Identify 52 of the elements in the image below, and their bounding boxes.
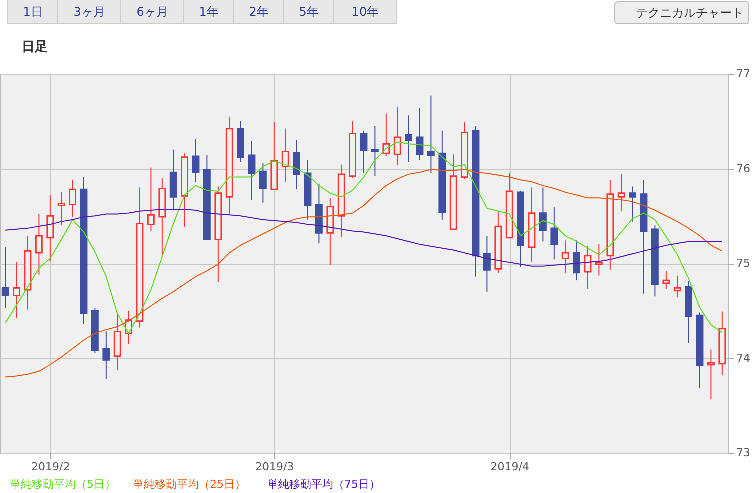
- candlestick: [584, 246, 592, 290]
- text: 10年: [352, 5, 380, 19]
- candlestick: [192, 138, 200, 183]
- y-tick-label: 75: [736, 257, 750, 270]
- candlestick: [674, 275, 682, 298]
- text: 単純移動平均（5日）: [10, 478, 116, 491]
- candlestick: [405, 115, 412, 163]
- text: 5年: [299, 5, 319, 19]
- x-tick-label: 2019/4: [490, 460, 530, 474]
- candlestick: [382, 113, 390, 157]
- candlestick: [102, 331, 110, 380]
- text: テクニカルチャート: [636, 6, 744, 20]
- text: 1日: [23, 5, 43, 19]
- text: 1年: [199, 5, 219, 19]
- y-tick-label: 76: [736, 162, 750, 176]
- candlestick: [550, 207, 558, 260]
- candlestick: [2, 246, 10, 309]
- line-series: [5, 169, 723, 378]
- candlestick: [360, 130, 368, 174]
- candlestick: [372, 126, 379, 177]
- candlestick: [58, 192, 66, 226]
- candlestick: [596, 244, 603, 276]
- text: 単純移動平均（25日）: [133, 478, 246, 491]
- candlestick: [13, 262, 20, 319]
- candlestick: [629, 186, 636, 222]
- y-tick-label: 74: [736, 352, 750, 365]
- candlestick: [428, 95, 435, 174]
- text: 3ヶ月: [74, 5, 106, 19]
- text: 単純移動平均（75日）: [268, 478, 380, 491]
- candlestick: [618, 174, 626, 212]
- candlestick: [562, 240, 570, 274]
- candlestick: [148, 167, 155, 232]
- x-tick-label: 2019/3: [256, 460, 294, 474]
- candlestick: [662, 270, 670, 290]
- candlestick: [36, 214, 43, 276]
- candlestick: [282, 128, 290, 183]
- candlestick: [248, 140, 256, 201]
- text: 6ヶ月: [136, 5, 168, 19]
- text: 2年: [249, 5, 269, 19]
- candlestick: [260, 162, 267, 204]
- candlestick: [573, 240, 580, 282]
- candlestick: [708, 349, 715, 400]
- candlestick: [46, 194, 54, 262]
- y-tick-label: 73: [736, 446, 750, 460]
- candlestick: [540, 187, 547, 242]
- chart-title: 日足: [22, 40, 48, 55]
- candlestick: [293, 140, 300, 190]
- candlestick: [69, 180, 76, 218]
- candlestick: [484, 236, 491, 292]
- y-tick-label: 77: [736, 68, 750, 80]
- x-tick-label: 2019/2: [32, 460, 70, 474]
- candlestick: [394, 106, 402, 166]
